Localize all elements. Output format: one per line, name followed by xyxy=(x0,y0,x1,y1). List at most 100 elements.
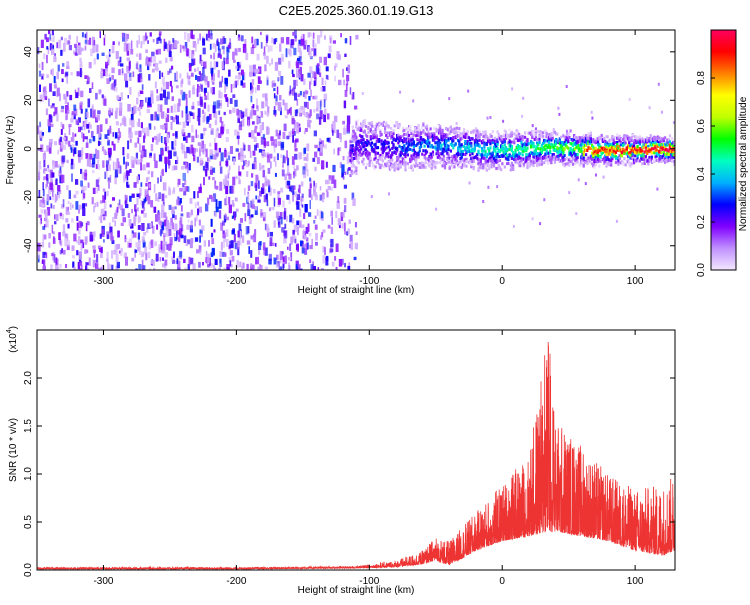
noise-cell xyxy=(241,80,244,85)
noise-cell xyxy=(57,185,60,192)
noise-cell xyxy=(249,72,252,77)
noise-cell xyxy=(280,188,283,193)
noise-cell xyxy=(325,180,328,184)
noise-cell xyxy=(70,203,72,210)
noise-cell xyxy=(98,164,100,169)
noise-cell xyxy=(46,174,49,180)
signal-cell xyxy=(595,164,597,167)
signal-cell xyxy=(381,139,383,142)
noise-cell xyxy=(75,201,78,210)
noise-cell xyxy=(261,111,264,118)
signal-cell xyxy=(486,169,488,172)
signal-cell xyxy=(463,131,465,134)
signal-cell xyxy=(538,141,540,144)
noise-cell xyxy=(292,156,295,165)
signal-cell xyxy=(522,153,524,156)
noise-cell xyxy=(122,68,124,73)
noise-cell xyxy=(330,249,333,253)
noise-cell xyxy=(139,53,142,60)
noise-cell xyxy=(162,76,165,84)
noise-cell xyxy=(119,102,122,110)
noise-cell xyxy=(46,145,49,151)
signal-cell xyxy=(574,162,576,165)
noise-cell xyxy=(65,97,68,105)
noise-cell xyxy=(89,38,91,45)
noise-cell xyxy=(52,30,54,35)
noise-cell xyxy=(72,111,75,115)
signal-cell xyxy=(430,127,432,130)
noise-cell xyxy=(284,211,286,219)
noise-cell xyxy=(616,220,618,223)
noise-cell xyxy=(339,259,342,267)
noise-cell xyxy=(73,234,76,242)
noise-cell xyxy=(69,95,72,100)
signal-cell xyxy=(633,142,635,145)
noise-cell xyxy=(245,108,247,116)
signal-cell xyxy=(639,135,641,138)
signal-cell xyxy=(637,145,639,148)
noise-cell xyxy=(69,45,72,50)
noise-cell xyxy=(99,248,102,252)
noise-cell xyxy=(85,262,88,265)
noise-cell xyxy=(146,177,149,180)
noise-cell xyxy=(108,57,110,64)
signal-cell xyxy=(514,158,516,161)
noise-cell xyxy=(235,198,238,202)
signal-cell xyxy=(456,127,458,130)
signal-cell xyxy=(482,167,484,170)
noise-cell xyxy=(280,259,282,263)
noise-cell xyxy=(90,109,92,118)
signal-cell xyxy=(597,154,599,157)
noise-cell xyxy=(181,143,183,150)
signal-cell xyxy=(375,165,377,168)
noise-cell xyxy=(67,110,69,114)
noise-cell xyxy=(56,266,58,270)
noise-cell xyxy=(292,135,294,143)
signal-cell xyxy=(416,138,418,141)
signal-cell xyxy=(357,120,359,123)
signal-cell xyxy=(549,156,551,159)
noise-cell xyxy=(195,237,198,242)
noise-cell xyxy=(306,144,309,152)
signal-cell xyxy=(450,126,452,129)
noise-cell xyxy=(54,254,56,263)
noise-cell xyxy=(251,96,253,103)
noise-cell xyxy=(279,130,281,135)
noise-cell xyxy=(229,166,231,171)
noise-cell xyxy=(63,224,65,232)
noise-cell xyxy=(239,262,241,268)
signal-cell xyxy=(593,160,595,163)
x-tick-label: -200 xyxy=(226,276,246,287)
noise-cell xyxy=(302,194,304,198)
noise-cell xyxy=(190,198,193,204)
noise-cell xyxy=(102,146,104,151)
noise-cell xyxy=(44,151,46,156)
signal-cell xyxy=(377,152,379,155)
signal-cell xyxy=(495,167,497,170)
noise-cell xyxy=(76,250,78,255)
signal-cell xyxy=(428,133,430,136)
noise-cell xyxy=(197,209,199,216)
signal-cell xyxy=(536,164,538,167)
signal-cell xyxy=(524,136,526,139)
noise-cell xyxy=(656,188,658,191)
noise-cell xyxy=(139,217,141,223)
noise-cell xyxy=(53,162,55,165)
noise-cell xyxy=(53,56,56,63)
signal-cell xyxy=(534,145,536,148)
noise-cell xyxy=(96,115,100,121)
noise-cell xyxy=(251,37,253,44)
noise-cell xyxy=(102,229,105,237)
noise-cell xyxy=(511,87,513,90)
noise-cell xyxy=(145,33,147,41)
noise-cell xyxy=(268,180,271,186)
noise-cell xyxy=(322,255,325,263)
noise-cell xyxy=(200,61,202,65)
noise-cell xyxy=(259,149,262,153)
noise-cell xyxy=(255,87,257,93)
noise-cell xyxy=(70,117,73,122)
noise-cell xyxy=(186,136,188,143)
signal-cell xyxy=(377,128,379,131)
noise-cell xyxy=(314,192,317,197)
noise-cell xyxy=(87,158,90,166)
